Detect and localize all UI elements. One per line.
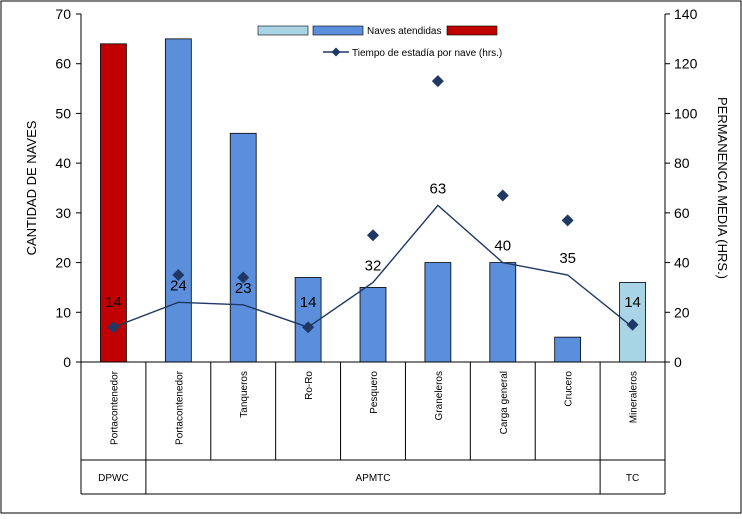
y2-axis-title: PERMANENCIA MEDIA (HRS.) [715, 97, 730, 279]
data-label: 40 [494, 238, 511, 255]
category-label: Mineraleros [629, 371, 640, 423]
bar [554, 336, 582, 363]
diamond-point [626, 318, 639, 331]
legend: Naves atendidas Tiempo de estadía por na… [257, 25, 502, 59]
y-tick-label: 60 [55, 56, 71, 72]
y-tick-label: 50 [55, 105, 71, 121]
diamond-point [107, 321, 120, 334]
data-labels: DPWC APMTC TC Portacontenedor Portacontenedo… [98, 180, 641, 484]
data-label: 14 [105, 294, 122, 311]
y-tick-label: 40 [55, 155, 71, 171]
line-points [107, 75, 639, 334]
bar [164, 38, 192, 363]
bar [294, 277, 322, 363]
data-label: 23 [235, 280, 252, 297]
data-label: 63 [430, 180, 447, 197]
diamond-point [367, 229, 379, 242]
y2-tick-label: 100 [674, 105, 698, 121]
bar [100, 43, 127, 363]
diamond-point [496, 189, 509, 202]
bar [229, 132, 257, 363]
data-label: 35 [559, 250, 576, 267]
category-label: Graneleros [434, 371, 445, 420]
y2-tick-label: 40 [674, 255, 690, 271]
y2-tick-label: 140 [674, 6, 698, 22]
legend-swatch-tc [257, 25, 309, 36]
group-label: DPWC [98, 473, 129, 484]
diamond-point [302, 321, 315, 334]
data-label: 14 [624, 294, 641, 311]
bar [489, 262, 517, 363]
y-tick-label: 0 [63, 354, 71, 370]
y-tick-label: 30 [55, 205, 71, 221]
y-tick-label: 20 [55, 255, 71, 271]
legend-swatch-apmtc [312, 25, 364, 36]
y-tick-label: 70 [55, 6, 71, 22]
series-line [113, 204, 634, 328]
data-label: 24 [170, 277, 187, 294]
legend-label-bars: Naves atendidas [367, 26, 442, 37]
y-axis-title: CANTIDAD DE NAVES [24, 120, 39, 255]
data-label: 32 [365, 257, 382, 274]
category-label: Carga general [499, 371, 510, 434]
bar [359, 287, 387, 363]
legend-diamond-marker [331, 47, 341, 57]
group-label: APMTC [356, 473, 391, 484]
legend-swatch-dpwc [446, 25, 498, 36]
data-label: 14 [300, 294, 317, 311]
group-label: TC [626, 473, 639, 484]
y2-tick-label: 120 [674, 56, 698, 72]
y2-tick-label: 80 [674, 155, 690, 171]
y2-tick-label: 0 [674, 354, 682, 370]
line-series [113, 204, 634, 328]
category-label: Crucero [564, 371, 575, 407]
category-label: Portacontenedor [174, 370, 185, 445]
bars [100, 38, 646, 363]
y2-tick-label: 60 [674, 205, 690, 221]
category-label: Ro-Ro [304, 371, 315, 400]
legend-label-line: Tiempo de estadía por nave (hrs.) [352, 48, 502, 59]
axes: 0 10 20 30 40 50 60 70 0 20 40 60 80 100 120 140 [55, 6, 697, 370]
bar [424, 262, 452, 363]
category-label: Pesquero [369, 371, 380, 414]
category-label: Tanqueros [239, 371, 250, 418]
y2-tick-label: 20 [674, 304, 690, 320]
diamond-point [561, 214, 574, 227]
y-tick-label: 10 [55, 304, 71, 320]
chart-structure [80, 362, 666, 495]
diamond-point [431, 75, 444, 88]
category-label: Portacontenedor [109, 370, 120, 445]
diamond-point [172, 269, 185, 281]
diamond-point [237, 271, 250, 284]
